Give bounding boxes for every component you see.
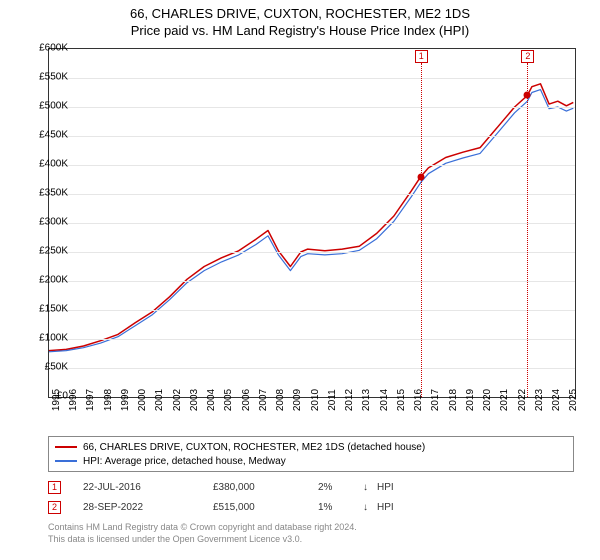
x-axis-label: 1998 [103,389,114,411]
legend-box: 66, CHARLES DRIVE, CUXTON, ROCHESTER, ME… [48,436,574,472]
x-axis-label: 2005 [223,389,234,411]
x-axis-label: 2008 [275,389,286,411]
gridline [49,194,575,195]
sales-table: 1 22-JUL-2016 £380,000 2% ↓ HPI 2 28-SEP… [48,478,394,518]
sales-date: 28-SEP-2022 [83,502,213,513]
legend-swatch-property [55,446,77,448]
x-axis-label: 2023 [534,389,545,411]
x-axis-label: 2020 [482,389,493,411]
title-subtitle: Price paid vs. HM Land Registry's House … [0,23,600,38]
x-axis-label: 2021 [499,389,510,411]
x-axis-label: 2010 [310,389,321,411]
y-axis-label: £450K [26,130,68,141]
sales-date: 22-JUL-2016 [83,482,213,493]
sales-row: 2 28-SEP-2022 £515,000 1% ↓ HPI [48,498,394,516]
marker-dot-1 [417,173,424,180]
sales-vs: HPI [377,482,394,493]
x-axis-label: 2016 [413,389,424,411]
y-axis-label: £400K [26,159,68,170]
title-block: 66, CHARLES DRIVE, CUXTON, ROCHESTER, ME… [0,0,600,38]
y-axis-label: £100K [26,333,68,344]
legend-row: HPI: Average price, detached house, Medw… [55,454,567,468]
sales-marker-2: 2 [48,501,61,514]
legend-label-property: 66, CHARLES DRIVE, CUXTON, ROCHESTER, ME… [83,442,425,453]
marker-dot-2 [524,92,531,99]
sales-marker-1: 1 [48,481,61,494]
x-axis-label: 2013 [361,389,372,411]
sales-pct: 2% [318,482,363,493]
y-axis-label: £50K [26,362,68,373]
sales-price: £380,000 [213,482,318,493]
footer-line2: This data is licensed under the Open Gov… [48,534,357,546]
y-axis-label: £500K [26,101,68,112]
x-axis-label: 2014 [379,389,390,411]
x-axis-label: 2002 [172,389,183,411]
down-arrow-icon: ↓ [363,482,377,493]
marker-vline-1 [421,63,422,397]
footer-line1: Contains HM Land Registry data © Crown c… [48,522,357,534]
x-axis-label: 2025 [568,389,579,411]
sales-row: 1 22-JUL-2016 £380,000 2% ↓ HPI [48,478,394,496]
y-axis-label: £200K [26,275,68,286]
x-axis-label: 2011 [327,389,338,411]
gridline [49,78,575,79]
y-axis-label: £250K [26,246,68,257]
x-axis-label: 2004 [206,389,217,411]
sales-pct: 1% [318,502,363,513]
y-axis-label: £150K [26,304,68,315]
x-axis-label: 2017 [430,389,441,411]
x-axis-label: 2000 [137,389,148,411]
gridline [49,281,575,282]
x-axis-label: 2019 [465,389,476,411]
gridline [49,107,575,108]
marker-box-1: 1 [415,50,428,63]
x-axis-label: 2012 [344,389,355,411]
x-axis-label: 1999 [120,389,131,411]
x-axis-label: 2003 [189,389,200,411]
x-axis-label: 2015 [396,389,407,411]
y-axis-label: £350K [26,188,68,199]
title-address: 66, CHARLES DRIVE, CUXTON, ROCHESTER, ME… [0,6,600,21]
x-axis-label: 2024 [551,389,562,411]
legend-swatch-hpi [55,460,77,462]
y-axis-label: £300K [26,217,68,228]
x-axis-label: 2001 [154,389,165,411]
x-axis-label: 2007 [258,389,269,411]
y-axis-label: £550K [26,72,68,83]
y-axis-label: £600K [26,43,68,54]
footer-attribution: Contains HM Land Registry data © Crown c… [48,522,357,545]
series-hpi [49,90,573,352]
marker-box-2: 2 [521,50,534,63]
gridline [49,136,575,137]
x-axis-label: 2009 [292,389,303,411]
legend-row: 66, CHARLES DRIVE, CUXTON, ROCHESTER, ME… [55,440,567,454]
x-axis-label: 1996 [68,389,79,411]
gridline [49,339,575,340]
x-axis-label: 2006 [241,389,252,411]
gridline [49,310,575,311]
x-axis-label: 2022 [517,389,528,411]
sales-price: £515,000 [213,502,318,513]
gridline [49,368,575,369]
legend-label-hpi: HPI: Average price, detached house, Medw… [83,456,286,467]
chart-area: 12 [48,48,576,398]
x-axis-label: 1995 [51,389,62,411]
gridline [49,165,575,166]
x-axis-label: 2018 [448,389,459,411]
chart-container: 66, CHARLES DRIVE, CUXTON, ROCHESTER, ME… [0,0,600,560]
marker-vline-2 [527,63,528,397]
gridline [49,223,575,224]
down-arrow-icon: ↓ [363,502,377,513]
sales-vs: HPI [377,502,394,513]
gridline [49,252,575,253]
x-axis-label: 1997 [85,389,96,411]
